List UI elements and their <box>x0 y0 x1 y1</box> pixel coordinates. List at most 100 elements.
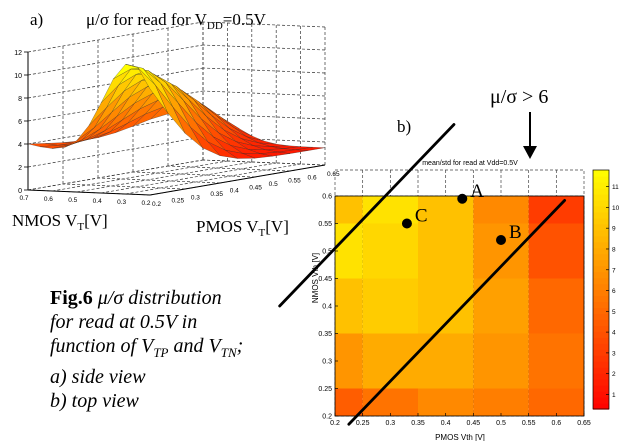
x-tick-label: 0.5 <box>496 420 506 427</box>
pmos-tick-label: 0.55 <box>288 178 301 185</box>
design-point-a <box>457 193 468 204</box>
heatmap-cell <box>528 278 584 334</box>
caption-line-3: function of VTP and VTN; <box>50 335 244 360</box>
caption-line1-text: μ/σ distribution <box>97 287 222 309</box>
heatmap-cell <box>418 388 474 416</box>
x-tick-label: 0.55 <box>522 420 536 427</box>
y-tick-label: 0.2 <box>322 414 332 421</box>
design-point-b <box>496 235 506 245</box>
nmos-axis-ticks: 0.7 0.6 0.5 0.4 0.3 0.2 <box>19 195 150 207</box>
heatmap-x-ticks: 0.2 0.25 0.3 0.35 0.4 0.45 0.5 0.55 0.6 0.65 <box>330 413 591 427</box>
pmos-tick-label: 0.35 <box>210 191 223 198</box>
heatmap-cell <box>362 223 418 279</box>
heatmap-cell <box>362 278 418 334</box>
surface-mesh <box>27 64 326 159</box>
design-point-label: A <box>470 181 484 202</box>
x-tick-label: 0.3 <box>385 420 395 427</box>
heatmap-cell <box>528 333 584 389</box>
z-axis-ticks: 0 2 4 6 8 10 12 <box>14 50 28 195</box>
colorbar-tick-label: 10 <box>612 205 620 212</box>
x-tick-label: 0.65 <box>577 420 591 427</box>
figure-caption: Fig.6 μ/σ distribution for read at 0.5V … <box>50 286 350 413</box>
annotation-arrow <box>523 112 537 159</box>
x-tick-label: 0.2 <box>330 420 340 427</box>
z-tick-label: 10 <box>14 73 22 80</box>
pmos-tick-label: 0.45 <box>249 184 262 191</box>
y-tick-label: 0.3 <box>322 359 332 366</box>
heatmap-cell <box>473 388 529 416</box>
pmos-tick-label: 0.25 <box>171 198 184 205</box>
design-point-label: B <box>509 222 522 243</box>
caption-fig-label: Fig.6 <box>50 287 93 309</box>
heatmap-title: mean/std for read at Vdd=0.5V <box>422 160 518 167</box>
y-tick-label: 0.55 <box>318 221 332 228</box>
nmos-axis-label: NMOS VT[V] <box>12 211 108 233</box>
pmos-tick-label: 0.2 <box>152 201 161 208</box>
colorbar-tick-label: 8 <box>612 246 616 253</box>
colorbar-tick-label: 3 <box>612 350 616 357</box>
heatmap-cell <box>528 223 584 279</box>
x-tick-label: 0.4 <box>441 420 451 427</box>
colorbar-tick-label: 7 <box>612 267 616 274</box>
nmos-tick-label: 0.6 <box>44 196 53 203</box>
design-points: A B C <box>401 181 522 245</box>
colorbar-tick-label: 6 <box>612 288 616 295</box>
heatmap-cell <box>473 278 529 334</box>
pmos-axis-label: PMOS VT[V] <box>196 217 289 239</box>
heatmap-cell <box>335 388 363 416</box>
heatmap-cells <box>334 195 585 417</box>
heatmap-cell <box>335 278 363 334</box>
surface-plot-box <box>27 21 326 196</box>
pmos-axis-ticks: 0.2 0.25 0.3 0.35 0.4 0.45 0.5 0.55 0.6 0.65 <box>152 171 340 208</box>
colorbar <box>592 169 610 410</box>
surface-plot-panel: a) μ/σ for read for VDD=0.5V 0 2 4 6 8 10 12 0… <box>12 10 340 239</box>
panel-a-label: a) <box>30 10 43 29</box>
caption-line-5: b) top view <box>50 390 139 412</box>
colorbar-tick-label: 4 <box>612 330 616 337</box>
pmos-tick-label: 0.65 <box>327 171 340 178</box>
z-tick-label: 6 <box>18 119 22 126</box>
heatmap-y-label: NMOS Vth [V] <box>311 253 320 303</box>
pmos-tick-label: 0.3 <box>191 194 200 201</box>
x-tick-label: 0.45 <box>467 420 481 427</box>
colorbar-ticks: 1 2 3 4 5 6 7 8 9 10 11 <box>606 184 620 399</box>
heatmap-cell <box>335 333 363 389</box>
nmos-tick-label: 0.2 <box>141 200 150 207</box>
boundary-lines <box>278 123 567 426</box>
pmos-tick-label: 0.5 <box>269 181 278 188</box>
surface-title-main: μ/σ for read for V <box>86 10 208 29</box>
nmos-tick-label: 0.5 <box>68 197 77 204</box>
heatmap-cell <box>335 196 363 224</box>
x-tick-label: 0.35 <box>411 420 425 427</box>
z-tick-label: 0 <box>18 188 22 195</box>
surface-title-tail: =0.5V <box>223 10 267 29</box>
annotation-threshold: μ/σ > 6 <box>490 86 548 108</box>
pmos-tick-label: 0.4 <box>230 188 239 195</box>
heatmap-x-label: PMOS Vth [V] <box>435 433 485 441</box>
caption-line-2: for read at 0.5V in <box>50 311 198 333</box>
z-tick-label: 12 <box>14 50 22 57</box>
colorbar-tick-label: 5 <box>612 309 616 316</box>
y-tick-label: 0.6 <box>322 194 332 201</box>
panel-b-label: b) <box>397 117 411 136</box>
heatmap-cell <box>335 223 363 279</box>
heatmap-cell <box>418 223 474 279</box>
heatmap-cell <box>528 388 584 416</box>
design-point-label: C <box>415 206 428 227</box>
z-tick-label: 2 <box>18 165 22 172</box>
z-tick-label: 8 <box>18 96 22 103</box>
upper-boundary-line <box>278 123 456 308</box>
colorbar-tick-label: 1 <box>612 392 616 399</box>
heatmap-cell <box>418 333 474 389</box>
caption-line-4: a) side view <box>50 366 146 388</box>
heatmap-panel: b) μ/σ > 6 mean/std for read at Vdd=0.5V… <box>278 86 620 441</box>
surface-title-sub: DD <box>207 20 223 32</box>
x-tick-label: 0.6 <box>551 420 561 427</box>
lower-boundary-line <box>347 198 567 426</box>
nmos-tick-label: 0.3 <box>117 199 126 206</box>
colorbar-tick-label: 2 <box>612 371 616 378</box>
design-point-c <box>401 218 412 229</box>
colorbar-tick-label: 9 <box>612 226 616 233</box>
nmos-tick-label: 0.7 <box>19 195 28 202</box>
